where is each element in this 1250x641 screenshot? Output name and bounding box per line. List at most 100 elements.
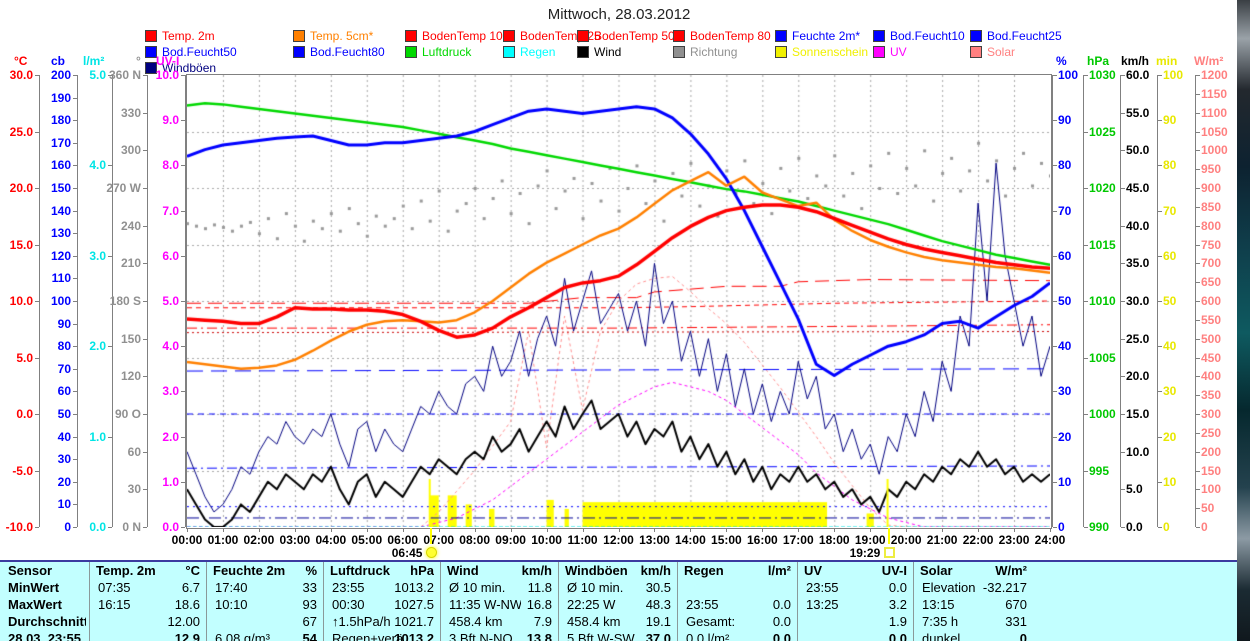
weather-chart-plot[interactable] <box>187 75 1050 527</box>
y-axis-tick-label: 0.0 <box>162 520 179 534</box>
y-axis-tick-label: 1000 <box>1201 143 1228 158</box>
x-axis-label: 16:00 <box>746 533 778 547</box>
y-axis-tick <box>181 165 185 167</box>
x-axis-tick <box>618 528 620 532</box>
table-cell-text: 458.4 km <box>567 614 621 629</box>
x-axis-tick <box>834 528 836 532</box>
y-axis-tick-label: 250 <box>1201 425 1222 440</box>
legend-item: Regen <box>503 45 555 59</box>
y-axis-tick <box>108 75 112 76</box>
x-axis-tick <box>438 528 440 532</box>
y-axis-tick-label: 1050 <box>1201 124 1228 139</box>
y-axis-tick-label: 350 <box>1201 388 1222 403</box>
table-cell-text: Regen+verä↓ <box>332 631 403 641</box>
legend-label: Bod.Feucht25 <box>987 29 1062 43</box>
x-axis-label: 00:00 <box>171 533 203 547</box>
y-axis-tick-label: 70 <box>1163 203 1177 218</box>
y-axis-tick-label: 1015 <box>1089 237 1116 252</box>
legend-item: BodenTemp 50 <box>577 29 675 43</box>
y-axis-tick-label: 55.0 <box>1126 105 1150 120</box>
legend-item: Sonnenschein <box>775 45 868 59</box>
table-cell-text: Ø 10 min. <box>449 580 506 595</box>
x-axis-tick <box>654 528 656 532</box>
page-title: Mittwoch, 28.03.2012 <box>547 6 691 23</box>
y-axis-tick-label: 50 <box>1201 501 1215 516</box>
legend-label: Windböen <box>162 61 217 75</box>
table-cell-value: 6.7 <box>181 580 200 595</box>
table-row-label: Sensor <box>8 563 53 578</box>
y-axis-unit: cb <box>51 54 66 68</box>
legend-label: Bod.Feucht80 <box>310 45 385 59</box>
y-axis-tick-label: 0 <box>1058 520 1065 534</box>
table-cell-value: 13.8 <box>526 631 552 641</box>
y-axis-tick <box>1196 131 1200 133</box>
table-cell-value: 12.9 <box>174 631 200 641</box>
table-cell-text: 5 Bft W-SW <box>567 631 635 641</box>
table-cell-value: 18.6 <box>174 597 200 612</box>
y-axis-tick-label: 30 <box>57 452 71 467</box>
y-axis-tick-label: 10.0 <box>155 68 179 82</box>
y-axis-tick <box>1158 165 1162 167</box>
y-axis-unit: % <box>1056 54 1067 68</box>
y-axis-tick <box>1053 75 1057 76</box>
table-column-unit: UV-I <box>881 563 907 578</box>
legend-item: Bod.Feucht10 <box>873 29 965 43</box>
y-axis-tick <box>1196 225 1200 227</box>
table-column-header: Wind <box>447 563 479 578</box>
legend-label: Bod.Feucht10 <box>890 29 965 43</box>
x-axis-tick <box>906 528 908 532</box>
table-cell-value: 33 <box>302 580 317 595</box>
y-axis-tick-label: 50.0 <box>1126 143 1150 158</box>
y-axis-tick-label: 25.0 <box>1126 331 1150 346</box>
table-cell-value: 16.8 <box>526 597 552 612</box>
x-axis-label: 04:00 <box>315 533 347 547</box>
y-axis-tick <box>35 357 39 359</box>
y-axis-tick-label: 90 <box>1163 113 1177 128</box>
table-cell-value: 1013.2 <box>394 580 434 595</box>
table-cell-text: 0.0 l/m² <box>686 631 730 641</box>
y-axis-tick-label: 0 <box>1163 520 1170 534</box>
y-axis-tick-label: 450 <box>1201 350 1222 365</box>
table-cell-value: 1013.2 <box>394 631 434 641</box>
x-axis-tick <box>187 528 188 532</box>
x-axis-label: 22:00 <box>962 533 994 547</box>
y-axis-tick-label: 5.0 <box>16 350 33 365</box>
y-axis-tick <box>35 414 39 415</box>
y-axis-tick-label: 0.0 <box>16 407 33 421</box>
y-axis-tick <box>1053 210 1057 212</box>
legend-item: Luftdruck <box>405 45 471 59</box>
y-axis-line-cb <box>77 75 78 527</box>
table-cell-value: 0.0 <box>888 631 907 641</box>
legend-item: BodenTemp 80 <box>673 29 771 43</box>
x-axis-tick <box>402 528 404 532</box>
legend-item: Feuchte 2m* <box>775 29 860 43</box>
y-axis-tick-label: 1025 <box>1089 124 1116 139</box>
y-axis-tick-label: 10.0 <box>1126 444 1150 459</box>
y-axis-tick-label: 900 <box>1201 181 1222 195</box>
y-axis-tick <box>1196 112 1200 114</box>
y-axis-tick-label: 60 <box>127 444 141 459</box>
y-axis-tick-label: 550 <box>1201 312 1222 327</box>
x-axis-label: 11:00 <box>567 533 598 547</box>
y-axis-tick-label: 50 <box>1163 294 1177 308</box>
y-axis-tick <box>1196 470 1200 472</box>
y-axis-tick <box>1084 75 1088 76</box>
y-axis-tick <box>73 436 77 438</box>
y-axis-tick-label: 6.0 <box>162 248 179 263</box>
table-cell-value: 30.5 <box>645 580 671 595</box>
y-axis-tick <box>35 244 39 246</box>
y-axis-tick <box>1053 391 1057 393</box>
y-axis-tick-label: 330 <box>120 105 141 120</box>
legend-swatch <box>405 30 417 42</box>
y-axis-tick <box>143 376 147 378</box>
y-axis-tick <box>73 368 77 370</box>
y-axis-tick <box>73 210 77 212</box>
table-column-unit: km/h <box>640 563 671 578</box>
y-axis-line-°C <box>39 75 40 527</box>
table-row-label: 28.03. 23:55 <box>8 631 82 641</box>
legend-swatch <box>577 46 589 58</box>
x-axis-label: 20:00 <box>890 533 922 547</box>
table-column-header: Windböen <box>565 563 628 578</box>
table-cell-value: 670 <box>1005 597 1027 612</box>
y-axis-tick-label: 10 <box>1058 474 1072 489</box>
